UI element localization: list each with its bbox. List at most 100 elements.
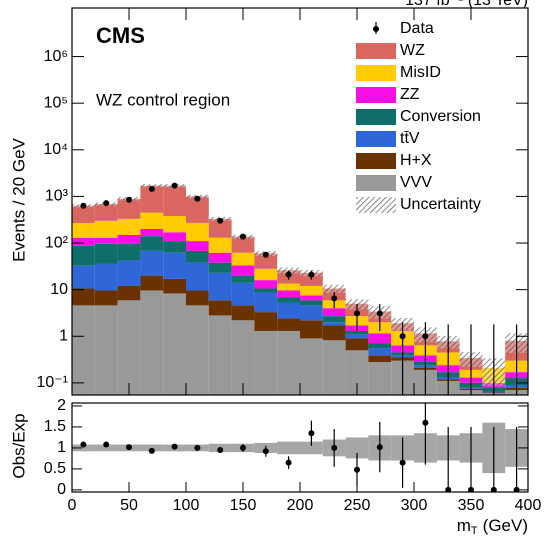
hist-segment xyxy=(300,300,323,306)
y-label: Events / 20 GeV xyxy=(9,137,28,261)
lumi-label: 137 fb⁻¹ (13 TeV) xyxy=(405,0,528,9)
hist-segment xyxy=(300,285,323,296)
legend-swatch xyxy=(356,43,396,59)
legend-swatch xyxy=(356,109,396,125)
hist-segment xyxy=(163,185,186,217)
hist-segment xyxy=(231,275,255,283)
hist-segment xyxy=(277,330,300,395)
legend-label: ZZ xyxy=(400,86,420,103)
hist-segment xyxy=(231,305,255,321)
x-label-part: m xyxy=(457,516,471,535)
hist-segment xyxy=(322,340,346,395)
hist-segment xyxy=(117,300,141,395)
x-tick-label: 350 xyxy=(458,497,485,514)
hist-segment xyxy=(231,320,255,395)
hist-segment xyxy=(208,262,232,273)
legend-label: Conversion xyxy=(400,108,481,125)
hist-segment xyxy=(72,265,95,289)
hist-segment xyxy=(254,280,278,289)
x-label: mT (GeV) xyxy=(457,516,528,536)
hist-segment xyxy=(94,263,118,291)
ratio-plot xyxy=(72,403,528,492)
hist-segment xyxy=(94,220,118,238)
hist-segment xyxy=(254,253,278,269)
ratio-point xyxy=(262,448,269,455)
hist-segment xyxy=(186,196,209,223)
hist-segment xyxy=(368,355,392,363)
hist-segment xyxy=(72,288,95,306)
uncertainty-band xyxy=(140,184,164,188)
legend-label: Data xyxy=(400,20,434,37)
hist-segment xyxy=(140,236,164,251)
legend-label: tt̄V xyxy=(400,130,420,147)
x-label-part: T xyxy=(471,525,478,537)
hist-segment xyxy=(277,290,300,298)
uncertainty-band xyxy=(322,284,346,293)
hist-segment xyxy=(300,338,323,395)
hist-segment xyxy=(72,222,95,238)
ratio-point xyxy=(513,486,520,492)
hist-segment xyxy=(368,348,392,356)
ratio-point xyxy=(308,430,315,437)
hist-segment xyxy=(163,278,186,294)
hist-segment xyxy=(254,330,278,395)
hist-segment xyxy=(140,185,164,213)
hist-segment xyxy=(368,343,392,349)
ratio-y-tick-label: 1.5 xyxy=(44,418,66,435)
hist-segment xyxy=(231,236,255,253)
ratio-point xyxy=(399,459,406,466)
hist-segment xyxy=(117,260,141,286)
hist-segment xyxy=(163,252,186,279)
legend-swatch xyxy=(356,153,396,169)
hist-segment xyxy=(254,312,278,331)
overlay: 10⁻¹ 1 10 10² 10³ 10⁴ 10⁵ 10⁶ 0 0.5 1 1.5 2 0 50 100 150… xyxy=(9,0,541,537)
legend-data-marker xyxy=(373,26,379,32)
x-tick-label: 50 xyxy=(120,497,138,514)
hist-segment xyxy=(186,262,209,291)
legend-label: WZ xyxy=(400,42,425,59)
x-tick-label: 300 xyxy=(401,497,428,514)
ratio-band xyxy=(94,444,118,452)
hist-segment xyxy=(186,290,209,306)
x-tick-label: 100 xyxy=(173,497,200,514)
y-tick-label: 10⁵ xyxy=(44,94,68,111)
data-point xyxy=(148,185,155,192)
ratio-y-tick-label: 2 xyxy=(57,397,66,414)
hist-segment xyxy=(140,275,164,291)
hist-segment xyxy=(163,241,186,253)
hist-segment xyxy=(208,300,232,316)
x-tick-label: 400 xyxy=(515,497,542,514)
hist-segment xyxy=(277,283,300,291)
hist-segment xyxy=(186,241,209,251)
hist-segment xyxy=(208,237,232,253)
hist-segment xyxy=(163,216,186,233)
ratio-point xyxy=(194,444,201,451)
data-point xyxy=(376,310,383,317)
ratio-point xyxy=(103,441,110,448)
data-point xyxy=(103,200,110,207)
hist-segment xyxy=(300,320,323,339)
ratio-band xyxy=(345,437,369,459)
legend-swatch xyxy=(356,87,396,103)
x-tick-label: 200 xyxy=(287,497,314,514)
data-point xyxy=(240,233,246,240)
hist-segment xyxy=(345,330,369,335)
data-point xyxy=(399,333,406,340)
legend-swatch xyxy=(356,175,396,191)
x-label-part: (GeV) xyxy=(483,516,528,535)
legend-swatch xyxy=(356,131,396,147)
ratio-point xyxy=(354,466,360,473)
hist-segment xyxy=(231,265,255,276)
hist-segment xyxy=(300,305,323,321)
data-point xyxy=(80,202,87,209)
legend-label: MisID xyxy=(400,64,441,81)
hist-segment xyxy=(140,228,164,237)
hist-segment xyxy=(322,322,346,326)
x-tick-label: 0 xyxy=(68,497,77,514)
hist-segment xyxy=(94,290,118,306)
ratio-point xyxy=(80,441,87,448)
ratio-point xyxy=(422,419,429,426)
experiment: CMS xyxy=(96,23,145,48)
hist-segment xyxy=(277,318,300,331)
